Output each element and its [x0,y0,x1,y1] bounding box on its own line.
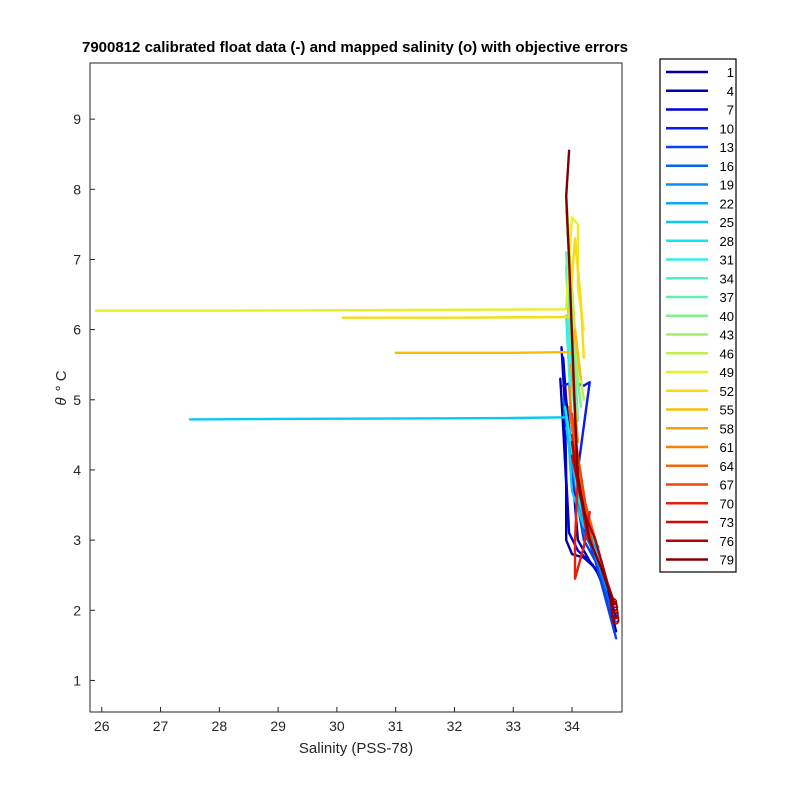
mapped-salinity-markers [609,597,620,625]
y-axis-unit: ° C [53,370,70,391]
legend-label-10: 10 [720,121,734,136]
legend-label-46: 46 [720,346,734,361]
legend-label-22: 22 [720,196,734,211]
legend-label-67: 67 [720,478,734,493]
legend-label-40: 40 [720,309,734,324]
mapped-salinity-point [611,609,619,617]
legend-label-4: 4 [727,84,734,99]
legend-label-28: 28 [720,234,734,249]
y-axis-symbol: θ [53,397,70,405]
x-tick-label: 30 [329,718,345,734]
legend-label-16: 16 [720,159,734,174]
legend-label-19: 19 [720,178,734,193]
y-tick-label: 7 [73,251,81,267]
legend-label-52: 52 [720,384,734,399]
legend-label-25: 25 [720,215,734,230]
mapped-salinity-point [610,603,619,612]
x-tick-label: 32 [447,718,463,734]
legend-label-37: 37 [720,290,734,305]
y-tick-label: 6 [73,322,81,338]
x-axis-label: Salinity (PSS-78) [299,740,413,757]
x-tick-label: 33 [505,718,521,734]
x-tick-label: 31 [388,718,404,734]
legend-label-79: 79 [720,553,734,568]
y-tick-label: 3 [73,532,81,548]
legend-label-64: 64 [720,459,734,474]
legend-label-13: 13 [720,140,734,155]
legend-label-43: 43 [720,328,734,343]
series-line-25 [188,416,600,549]
x-tick-label: 34 [564,718,580,734]
y-tick-label: 8 [73,181,81,197]
x-tick-label: 28 [212,718,228,734]
y-tick-label: 2 [73,602,81,618]
legend-label-7: 7 [727,103,734,118]
x-tick-label: 29 [270,718,286,734]
plot-area [90,63,622,712]
y-tick-label: 5 [73,392,81,408]
y-tick-label: 1 [73,672,81,688]
series-line-79 [565,149,615,605]
legend-label-55: 55 [720,403,734,418]
series-line-52 [341,237,585,359]
legend-label-34: 34 [720,271,734,286]
y-axis: 1 2 3 4 5 6 7 8 9 [73,111,95,688]
x-tick-label: 27 [153,718,169,734]
mapped-salinity-point [611,616,620,625]
legend-label-49: 49 [720,365,734,380]
y-tick-label: 4 [73,462,81,478]
legend-label-58: 58 [720,421,734,436]
legend-label-76: 76 [720,534,734,549]
series-layer [94,149,618,640]
plot-frame [89,62,623,713]
legend-label-70: 70 [720,496,734,511]
legend-label-73: 73 [720,515,734,530]
x-tick-label: 26 [94,718,110,734]
x-axis: 26 27 28 29 30 31 32 33 34 [94,707,580,734]
legend-label-31: 31 [720,253,734,268]
legend-label-1: 1 [727,65,734,80]
y-tick-label: 9 [73,111,81,127]
legend-label-61: 61 [720,440,734,455]
legend: 1 4 7 10 13 16 19 22 25 28 31 34 37 40 43 46 49 52 55 58 61 6… [659,58,737,573]
chart-title: 7900812 calibrated float data (-) and ma… [82,39,628,56]
y-axis-label: θ ° C [53,370,70,405]
